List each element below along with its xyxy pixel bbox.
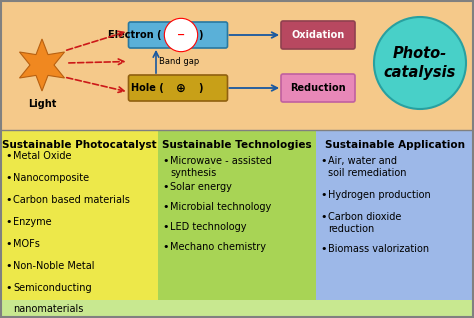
Text: ): ) <box>198 83 202 93</box>
Polygon shape <box>19 39 64 91</box>
Text: •: • <box>5 195 11 205</box>
Text: •: • <box>320 212 327 222</box>
Text: Light: Light <box>28 99 56 109</box>
Bar <box>0 0 474 130</box>
Text: •: • <box>320 244 327 254</box>
Text: catalysis: catalysis <box>384 66 456 80</box>
Text: ⊕: ⊕ <box>176 81 186 94</box>
Text: Carbon dioxide
reduction: Carbon dioxide reduction <box>328 212 401 234</box>
Text: Air, water and
soil remediation: Air, water and soil remediation <box>328 156 407 177</box>
Text: −: − <box>177 30 185 40</box>
Text: Reduction: Reduction <box>290 83 346 93</box>
Text: Carbon based materials: Carbon based materials <box>13 195 130 205</box>
Text: •: • <box>320 156 327 166</box>
Text: •: • <box>5 151 11 161</box>
Text: Solar energy: Solar energy <box>170 182 232 192</box>
Text: Metal Oxide: Metal Oxide <box>13 151 72 161</box>
Text: •: • <box>162 182 168 192</box>
Text: •: • <box>320 190 327 200</box>
Text: Hydrogen production: Hydrogen production <box>328 190 431 200</box>
Text: Mechano chemistry: Mechano chemistry <box>170 242 266 252</box>
Text: MOFs: MOFs <box>13 239 40 249</box>
Text: Hole (: Hole ( <box>131 83 164 93</box>
Text: Photo-: Photo- <box>393 45 447 60</box>
FancyBboxPatch shape <box>281 74 355 102</box>
Text: •: • <box>162 156 168 166</box>
Text: •: • <box>162 222 168 232</box>
Text: Band gap: Band gap <box>159 57 199 66</box>
Text: •: • <box>5 261 11 271</box>
Text: Semiconducting: Semiconducting <box>13 283 91 293</box>
FancyBboxPatch shape <box>128 75 228 101</box>
Text: Oxidation: Oxidation <box>292 30 345 40</box>
Text: •: • <box>162 242 168 252</box>
Text: Electron (: Electron ( <box>109 30 162 40</box>
Text: Non-Noble Metal: Non-Noble Metal <box>13 261 94 271</box>
Text: •: • <box>5 283 11 293</box>
Text: Sustainable Technologies: Sustainable Technologies <box>162 140 312 150</box>
Text: Sustainable Photocatalyst: Sustainable Photocatalyst <box>2 140 156 150</box>
Bar <box>316 130 474 318</box>
Text: Microbial technology: Microbial technology <box>170 202 271 212</box>
Text: Sustainable Application: Sustainable Application <box>325 140 465 150</box>
Text: •: • <box>162 202 168 212</box>
Text: LED technology: LED technology <box>170 222 246 232</box>
Bar <box>158 130 316 318</box>
Text: Biomass valorization: Biomass valorization <box>328 244 429 254</box>
FancyBboxPatch shape <box>128 22 228 48</box>
Text: •: • <box>5 239 11 249</box>
Text: Microwave - assisted
synthesis: Microwave - assisted synthesis <box>170 156 272 177</box>
Bar <box>0 130 158 318</box>
Bar <box>0 300 474 318</box>
Text: Nanocomposite: Nanocomposite <box>13 173 89 183</box>
Text: ): ) <box>198 30 202 40</box>
Text: Enzyme: Enzyme <box>13 217 52 227</box>
Text: •: • <box>5 173 11 183</box>
Text: nanomaterials: nanomaterials <box>13 304 83 314</box>
Text: •: • <box>5 217 11 227</box>
FancyBboxPatch shape <box>281 21 355 49</box>
Circle shape <box>374 17 466 109</box>
